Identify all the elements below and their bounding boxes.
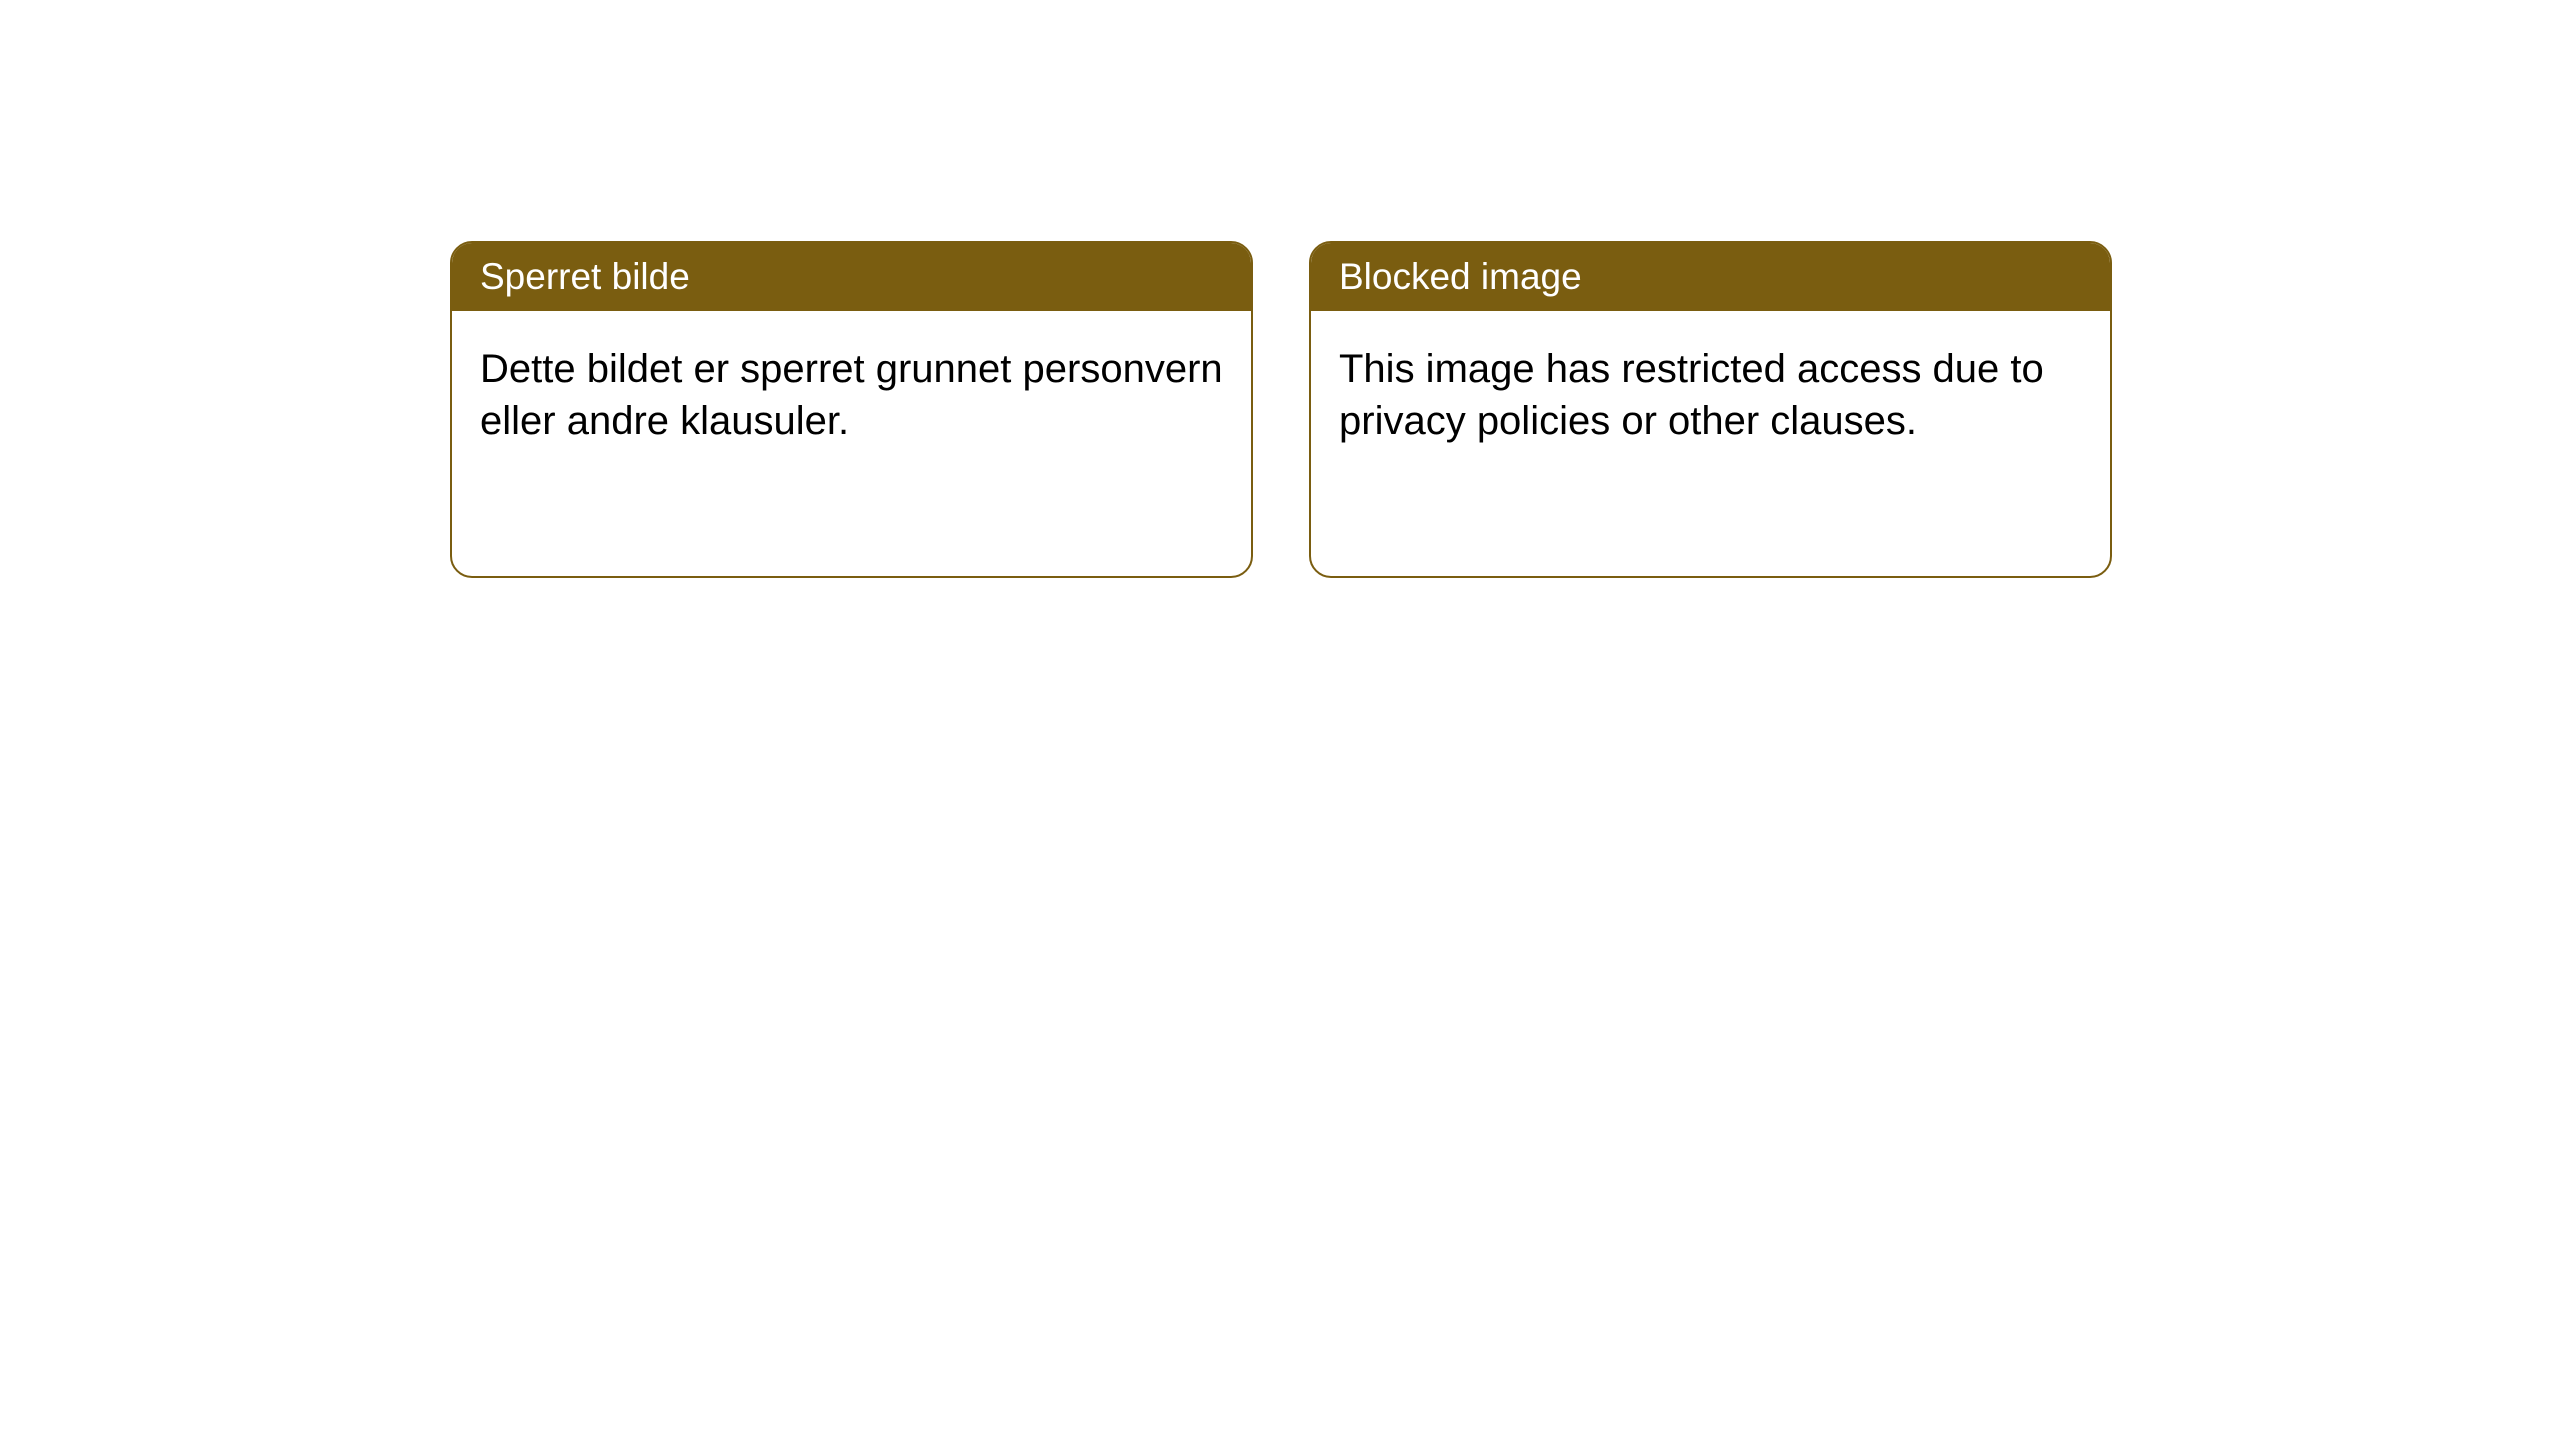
notice-header: Sperret bilde: [452, 243, 1251, 311]
notice-header: Blocked image: [1311, 243, 2110, 311]
notice-box-norwegian: Sperret bilde Dette bildet er sperret gr…: [450, 241, 1253, 578]
notice-body: This image has restricted access due to …: [1311, 311, 2110, 576]
notice-container: Sperret bilde Dette bildet er sperret gr…: [450, 241, 2112, 578]
notice-body: Dette bildet er sperret grunnet personve…: [452, 311, 1251, 576]
notice-box-english: Blocked image This image has restricted …: [1309, 241, 2112, 578]
